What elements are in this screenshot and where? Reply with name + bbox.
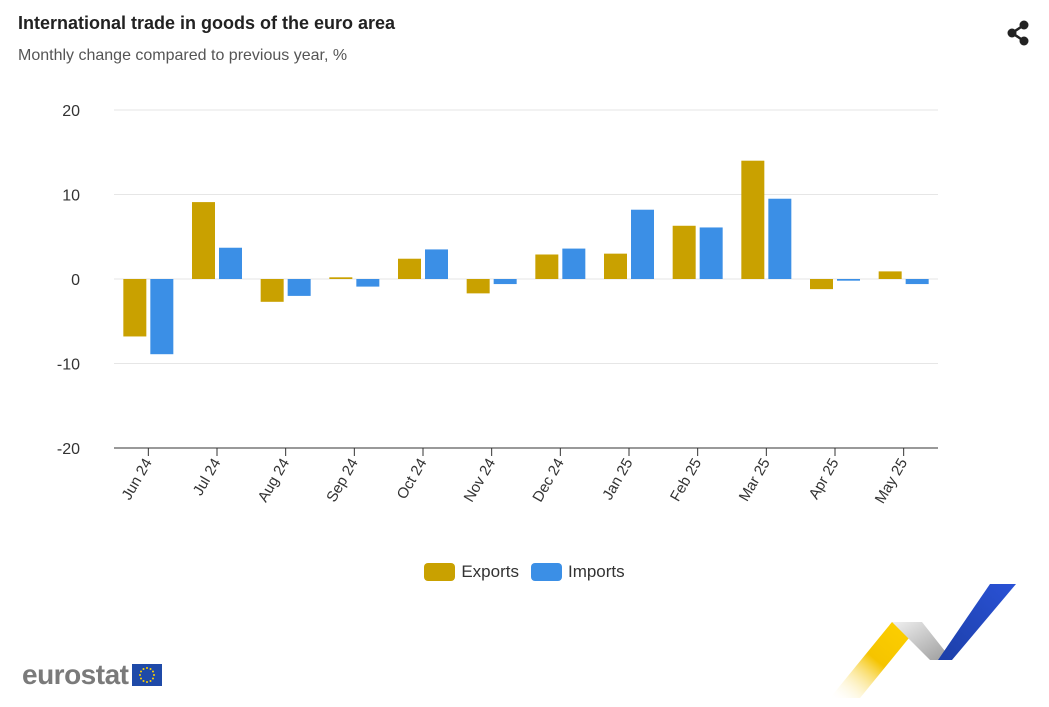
bar-exports (604, 253, 627, 279)
eurostat-logo-text: eurostat (22, 659, 129, 690)
chart-subtitle: Monthly change compared to previous year… (18, 47, 348, 64)
y-tick-label: 0 (71, 272, 80, 289)
bar-exports (535, 254, 559, 279)
bar-exports (878, 271, 902, 279)
bar-exports (329, 277, 353, 279)
chart-title: International trade in goods of the euro… (18, 13, 396, 33)
eurostat-logo: eurostat (22, 659, 163, 691)
eu-flag-icon (132, 664, 163, 686)
bar-imports (150, 279, 174, 355)
bar-imports (562, 248, 586, 279)
x-tick-label: Aug 24 (255, 456, 293, 506)
bar-exports (672, 225, 696, 279)
bar-exports (466, 279, 490, 294)
x-tick-label: Sep 24 (323, 456, 361, 506)
x-tick-label: Apr 25 (806, 456, 843, 503)
bar-exports (810, 279, 833, 290)
bar-imports (837, 279, 860, 281)
legend-label-imports: Imports (567, 562, 625, 581)
legend-item-imports[interactable]: Imports (530, 562, 625, 582)
bar-imports (631, 209, 654, 279)
bar-imports (905, 279, 929, 285)
bar-imports (425, 249, 448, 279)
bar-exports (741, 160, 765, 279)
chart-legend: Exports Imports (0, 562, 1049, 582)
bar-exports (398, 258, 421, 279)
decorative-ribbon (830, 584, 1016, 698)
bar-exports (260, 279, 284, 302)
x-tick-label: Jul 24 (190, 456, 225, 499)
x-tick-label: Feb 25 (667, 456, 705, 505)
x-tick-label: Mar 25 (736, 456, 774, 505)
bar-imports (219, 247, 242, 279)
bar-imports (493, 279, 517, 285)
share-icon[interactable] (1003, 18, 1033, 48)
x-tick-label: Jun 24 (119, 456, 156, 504)
legend-swatch-exports (424, 563, 456, 581)
bar-imports (768, 198, 792, 279)
x-tick-label: Nov 24 (461, 455, 499, 505)
x-tick-label: Dec 24 (529, 456, 567, 506)
bar-imports (356, 279, 380, 287)
bar-imports (699, 227, 723, 279)
bar-exports (123, 279, 147, 337)
y-tick-label: -20 (57, 441, 80, 458)
legend-label-exports: Exports (461, 562, 519, 581)
y-tick-label: -10 (57, 357, 80, 374)
y-tick-label: 20 (62, 103, 80, 120)
x-tick-label: Jan 25 (599, 456, 636, 504)
bar-exports (192, 202, 215, 279)
y-tick-label: 10 (62, 188, 80, 205)
x-tick-label: Oct 24 (394, 456, 431, 503)
legend-item-exports[interactable]: Exports (424, 562, 519, 582)
x-tick-label: May 25 (872, 456, 911, 507)
legend-swatch-imports (530, 563, 562, 581)
bar-chart: 20 10 0 -10 -20 Jun 24 Jul 24 Aug 24 Sep 24 Oct 2… (57, 103, 938, 507)
bar-imports (287, 279, 311, 296)
